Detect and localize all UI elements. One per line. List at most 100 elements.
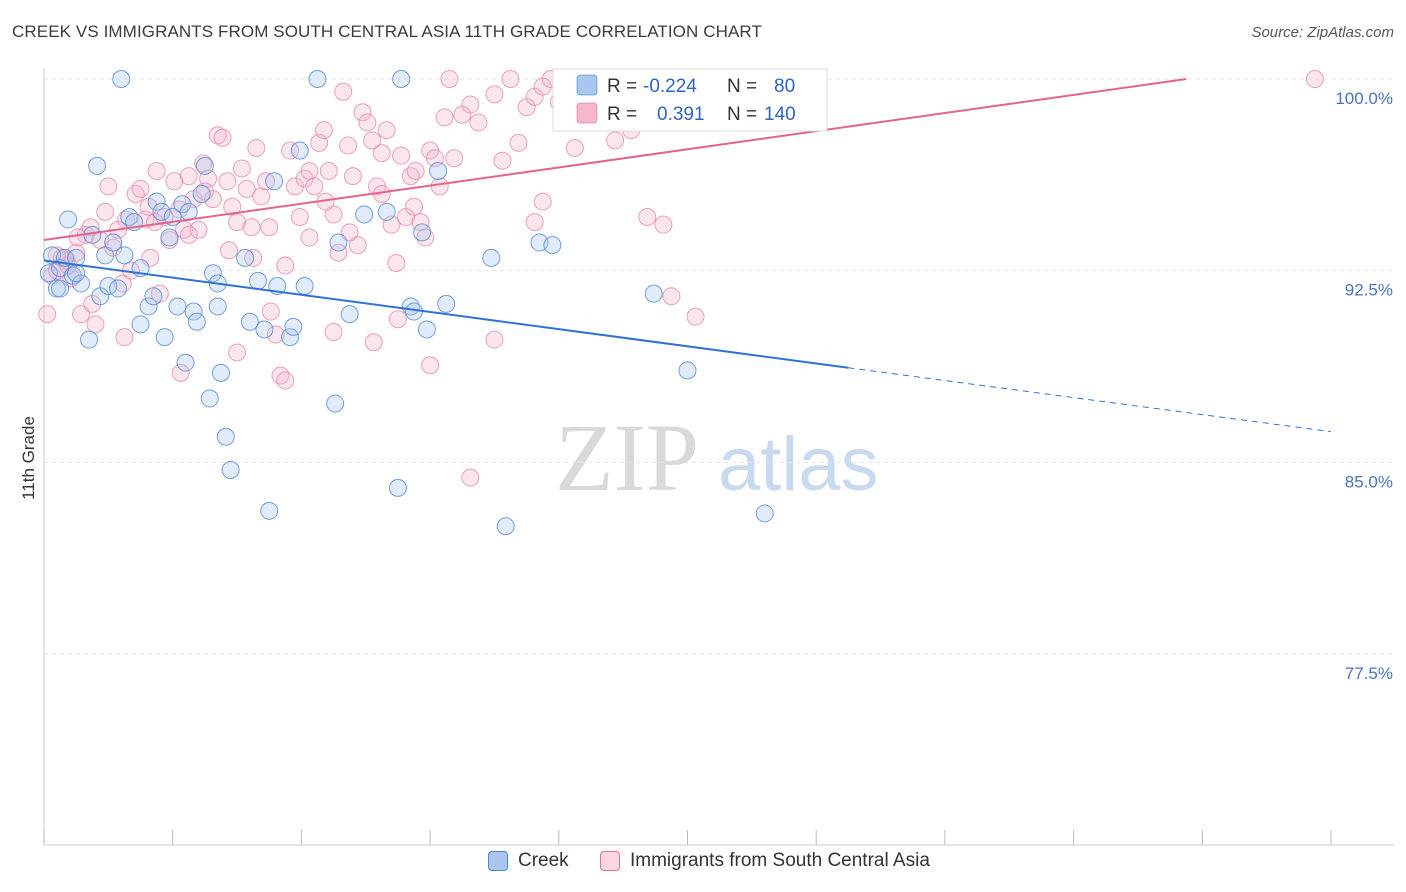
immigrants-n-value: 140 bbox=[764, 104, 796, 125]
immigrants-point bbox=[126, 185, 145, 203]
creek-point bbox=[392, 70, 411, 88]
creek-point bbox=[284, 317, 303, 336]
y-tick-label-1: 85.0% bbox=[1345, 472, 1393, 491]
legend-item-immigrants[interactable]: Immigrants from South Central Asia bbox=[600, 850, 930, 872]
creek-trend-extension bbox=[848, 367, 1332, 433]
creek-point bbox=[67, 264, 86, 283]
legend-item-creek[interactable]: Creek bbox=[488, 850, 569, 872]
creek-point bbox=[147, 192, 166, 211]
y-tick-label-0: 77.5% bbox=[1345, 664, 1393, 683]
immigrants-point bbox=[638, 208, 657, 226]
creek-point bbox=[417, 320, 436, 339]
creek-point bbox=[265, 172, 284, 191]
creek-swatch bbox=[576, 74, 598, 96]
creek-n-value: 80 bbox=[774, 76, 795, 97]
legend-creek-swatch bbox=[488, 851, 508, 871]
creek-trend-line bbox=[43, 259, 849, 369]
immigrants-point bbox=[86, 315, 105, 334]
legend-immigrants-label: Immigrants from South Central Asia bbox=[630, 850, 930, 871]
creek-point bbox=[429, 162, 448, 180]
immigrants-point bbox=[300, 162, 319, 180]
legend-immigrants-swatch bbox=[600, 851, 620, 871]
immigrants-r-label: R = bbox=[607, 104, 637, 125]
immigrants-point bbox=[247, 139, 266, 157]
immigrants-n-label: N = bbox=[727, 104, 757, 125]
creek-point bbox=[192, 185, 211, 203]
immigrants-swatch bbox=[576, 102, 598, 124]
creek-point bbox=[104, 233, 123, 252]
immigrants-trend-line bbox=[43, 78, 1187, 241]
creek-point bbox=[295, 277, 314, 295]
immigrants-point bbox=[319, 162, 338, 180]
immigrants-point bbox=[252, 187, 271, 206]
immigrants-r-value: 0.391 bbox=[657, 104, 705, 125]
y-tick-label-2: 92.5% bbox=[1345, 281, 1393, 300]
immigrants-point bbox=[343, 167, 362, 186]
immigrants-point bbox=[232, 159, 251, 178]
creek-point bbox=[678, 361, 697, 380]
creek-points bbox=[39, 70, 774, 536]
immigrants-point bbox=[67, 243, 86, 262]
creek-point bbox=[543, 236, 562, 255]
creek-point bbox=[173, 195, 192, 214]
creek-point bbox=[216, 427, 235, 446]
immigrants-point bbox=[290, 208, 309, 226]
creek-r-label: R = bbox=[607, 76, 637, 97]
creek-point bbox=[308, 70, 327, 88]
y-tick-labels: 77.5% 85.0% 92.5% 100.0% bbox=[1335, 89, 1393, 683]
immigrants-point bbox=[358, 113, 377, 132]
axes bbox=[43, 68, 1394, 846]
trend-lines bbox=[43, 78, 1332, 433]
immigrants-point bbox=[72, 305, 91, 324]
immigrants-point bbox=[261, 302, 280, 321]
creek-point bbox=[112, 70, 131, 88]
creek-point bbox=[482, 248, 501, 267]
immigrants-point bbox=[353, 103, 372, 122]
creek-point bbox=[96, 246, 115, 265]
immigrants-point bbox=[113, 274, 132, 293]
immigrants-point bbox=[237, 179, 256, 198]
immigrants-point bbox=[220, 241, 239, 260]
chart-area: ZIP atlas 77.5%85.0%92.5%100.0% 0.0%80.0… bbox=[19, 68, 1394, 846]
creek-point bbox=[413, 223, 432, 242]
immigrants-point bbox=[435, 108, 454, 127]
creek-point bbox=[39, 264, 58, 283]
creek-point bbox=[144, 287, 163, 306]
immigrants-point bbox=[485, 330, 504, 349]
immigrants-point bbox=[662, 287, 681, 306]
immigrants-point bbox=[218, 172, 237, 191]
creek-point bbox=[187, 312, 206, 331]
immigrants-point bbox=[416, 228, 435, 247]
immigrants-point bbox=[406, 162, 425, 180]
immigrants-point bbox=[189, 220, 208, 239]
immigrants-point bbox=[440, 70, 459, 88]
creek-point bbox=[388, 478, 407, 497]
creek-point bbox=[152, 202, 171, 221]
creek-point bbox=[72, 274, 91, 293]
immigrants-point bbox=[329, 243, 348, 262]
creek-point bbox=[281, 328, 300, 347]
stats-legend-box bbox=[552, 68, 828, 132]
immigrants-point bbox=[401, 167, 420, 186]
watermark-zip: ZIP bbox=[555, 404, 699, 511]
immigrants-point bbox=[96, 202, 115, 221]
immigrants-point bbox=[115, 328, 134, 347]
creek-point bbox=[51, 279, 70, 298]
creek-point bbox=[115, 246, 134, 265]
immigrants-point bbox=[271, 366, 290, 385]
immigrants-point bbox=[305, 177, 324, 196]
immigrants-point bbox=[501, 70, 520, 88]
creek-point bbox=[755, 504, 774, 523]
immigrants-point bbox=[363, 131, 382, 150]
immigrants-point bbox=[469, 113, 488, 132]
immigrants-point bbox=[686, 307, 705, 326]
immigrants-point bbox=[533, 192, 552, 211]
creek-point bbox=[195, 156, 214, 175]
immigrants-point bbox=[461, 95, 480, 114]
bottom-legend: Creek Immigrants from South Central Asia bbox=[0, 850, 1406, 880]
creek-point bbox=[208, 297, 227, 316]
immigrants-point bbox=[195, 182, 214, 201]
immigrants-point bbox=[324, 205, 343, 224]
immigrants-point bbox=[565, 139, 584, 157]
creek-point bbox=[200, 389, 219, 408]
